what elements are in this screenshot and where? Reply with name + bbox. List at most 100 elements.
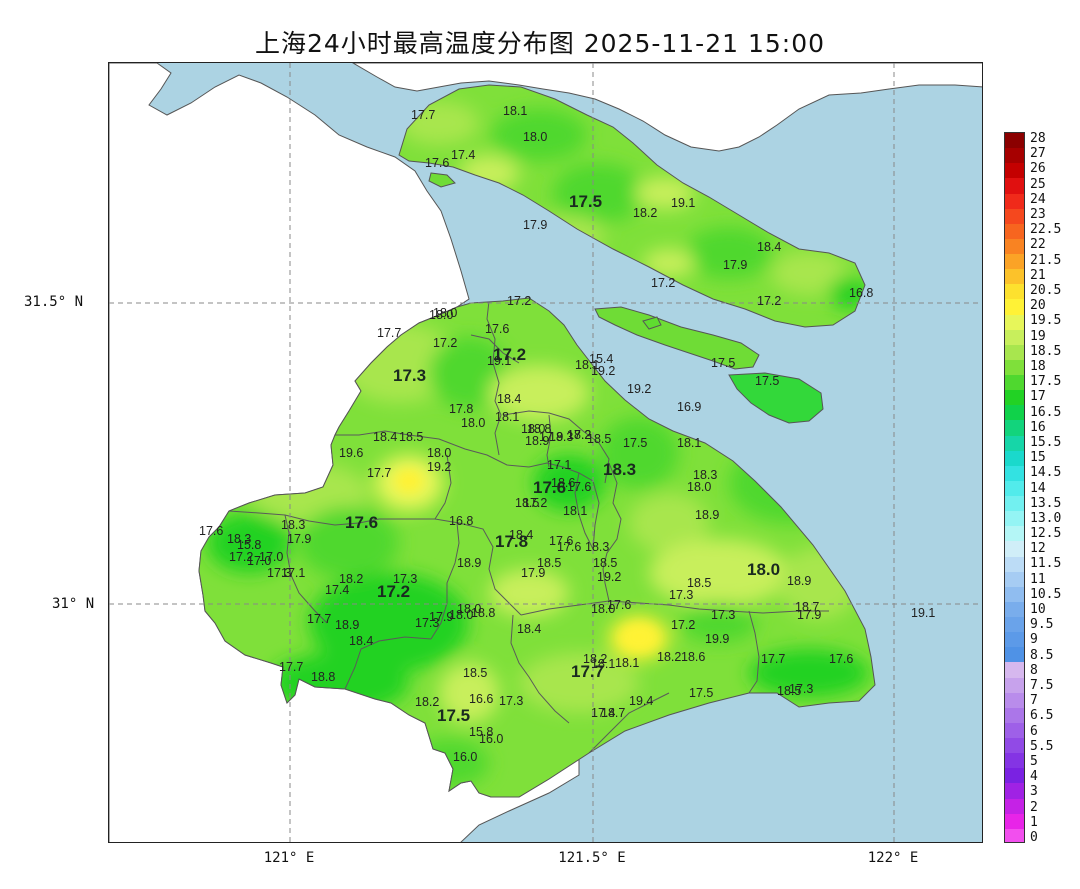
station-value-label: 17.7: [367, 466, 391, 480]
changxing-island: [594, 306, 760, 370]
station-value-label: 17.3: [499, 694, 523, 708]
station-value-label: 18.0: [457, 602, 481, 616]
colorbar-segment: [1005, 556, 1024, 573]
colorbar-segment: [1005, 828, 1024, 842]
colorbar-tick-label: 22.5: [1030, 222, 1062, 238]
colorbar-tick-label: 1: [1030, 814, 1038, 830]
colorbar-tick-label: 19.5: [1030, 313, 1062, 329]
station-value-label: 18.4: [517, 622, 541, 636]
colorbar-tick-label: 24: [1030, 191, 1046, 207]
station-value-label: 18.5: [463, 666, 487, 680]
station-value-label: 18.6: [551, 476, 575, 490]
colorbar-tick-label: 11: [1030, 571, 1046, 587]
station-value-label: 19.2: [427, 460, 451, 474]
station-value-label: 17.2: [651, 276, 675, 290]
station-value-label: 18.0: [433, 306, 457, 320]
station-value-label: 17.2: [757, 294, 781, 308]
district-labels: 17.5 17.2 17.3 18.3 17.6 17.6 17.8 17.2 …: [345, 192, 780, 725]
station-value-label: 19.1: [911, 606, 935, 620]
colorbar-segment: [1005, 647, 1024, 664]
colorbar-tick-label: 8.5: [1030, 647, 1054, 663]
colorbar-segment: [1005, 238, 1024, 255]
colorbar-tick-label: 10: [1030, 602, 1046, 618]
station-value-label: 17.7: [761, 652, 785, 666]
district-label: 17.3: [393, 366, 426, 385]
graticule: [109, 63, 982, 842]
colorbar-segment: [1005, 269, 1024, 285]
colorbar-segment: [1005, 738, 1024, 754]
station-value-label: 18.5: [515, 496, 539, 510]
station-value-label: 17.3: [669, 588, 693, 602]
colorbar-tick-label: 6: [1030, 723, 1038, 739]
district-label: 17.5: [437, 706, 470, 725]
district-label: 17.5: [569, 192, 602, 211]
map-title: 上海24小时最高温度分布图 2025-11-21 15:00: [254, 29, 826, 58]
colorbar-segment: [1005, 375, 1024, 391]
colorbar-segment: [1005, 299, 1024, 316]
station-value-label: 17.4: [591, 706, 615, 720]
station-value-label: 17.2: [433, 336, 457, 350]
station-value-label: 17.1: [281, 566, 305, 580]
hengsha-island: [728, 372, 824, 424]
lat-label-31: 31° N: [52, 596, 95, 612]
district-label: 17.2: [377, 582, 410, 601]
colorbar-segment: [1005, 692, 1024, 709]
station-value-label: 17.9: [797, 608, 821, 622]
lon-label-122: 122° E: [867, 850, 919, 866]
lon-label-121-5: 121.5° E: [558, 850, 626, 866]
station-value-label: 18.3: [693, 468, 717, 482]
station-value-label: 17.9: [287, 532, 311, 546]
station-value-label: 18.2: [583, 652, 607, 666]
map-frame[interactable]: 17.5 17.2 17.3 18.3 17.6 17.6 17.8 17.2 …: [108, 62, 983, 843]
station-value-label: 18.1: [575, 358, 599, 372]
colorbar-segment: [1005, 813, 1024, 830]
colorbar-segment: [1005, 783, 1024, 800]
colorbar-segment: [1005, 526, 1024, 543]
station-value-label: 17.6: [199, 524, 223, 538]
station-value-label: 19.1: [671, 196, 695, 210]
colorbar-segment: [1005, 798, 1024, 815]
station-value-label: 18.0: [449, 608, 473, 622]
colorbar-tick-label: 13.5: [1030, 495, 1062, 511]
district-boundaries: [228, 300, 829, 754]
station-value-label: 17.6: [425, 156, 449, 170]
colorbar-segment: [1005, 390, 1024, 406]
station-value-label: 18.9: [525, 434, 549, 448]
jiangsu-north-land: [352, 63, 982, 152]
colorbar-segment: [1005, 617, 1024, 633]
station-value-label: 18.3: [227, 532, 251, 546]
station-value-label: 18.2: [339, 572, 363, 586]
station-value-label: 18.8: [527, 422, 551, 436]
station-value-label: 17.6: [557, 540, 581, 554]
colorbar-segment: [1005, 223, 1024, 240]
station-value-label: 18.5: [537, 556, 561, 570]
colorbar-tick-label: 20: [1030, 298, 1046, 314]
station-value-label: 17.5: [689, 686, 713, 700]
colorbar-tick-label: 10.5: [1030, 586, 1062, 602]
colorbar-segment: [1005, 178, 1024, 195]
small-islet-2: [428, 172, 456, 188]
station-value-label: 18.1: [591, 657, 615, 671]
station-value-label: 16.0: [453, 750, 477, 764]
station-value-label: 17.9: [539, 430, 563, 444]
station-value-label: 16.8: [849, 286, 873, 300]
station-value-label: 18.9: [787, 574, 811, 588]
station-value-label: 18.5: [593, 556, 617, 570]
station-value-label: 18.1: [503, 104, 527, 118]
station-value-label: 18.0: [523, 130, 547, 144]
colorbar-segment: [1005, 254, 1024, 270]
station-value-label: 18.1: [615, 656, 639, 670]
colorbar-tick-label: 18.5: [1030, 343, 1062, 359]
station-value-label: 17.2: [671, 618, 695, 632]
station-value-label: 17.3: [267, 566, 291, 580]
colorbar-segment: [1005, 405, 1024, 422]
district-label: 17.7: [571, 662, 604, 681]
colorbar-tick-label: 17.5: [1030, 374, 1062, 390]
station-value-label: 18.0: [429, 308, 453, 322]
station-value-label: 18.1: [677, 436, 701, 450]
colorbar-segment: [1005, 284, 1024, 300]
station-value-label: 17.6: [485, 322, 509, 336]
station-value-label: 18.2: [415, 695, 439, 709]
station-labels: 17.7 18.118.017.617.419.118.217.918.417.9…: [199, 104, 935, 764]
colorbar-segment: [1005, 465, 1024, 482]
